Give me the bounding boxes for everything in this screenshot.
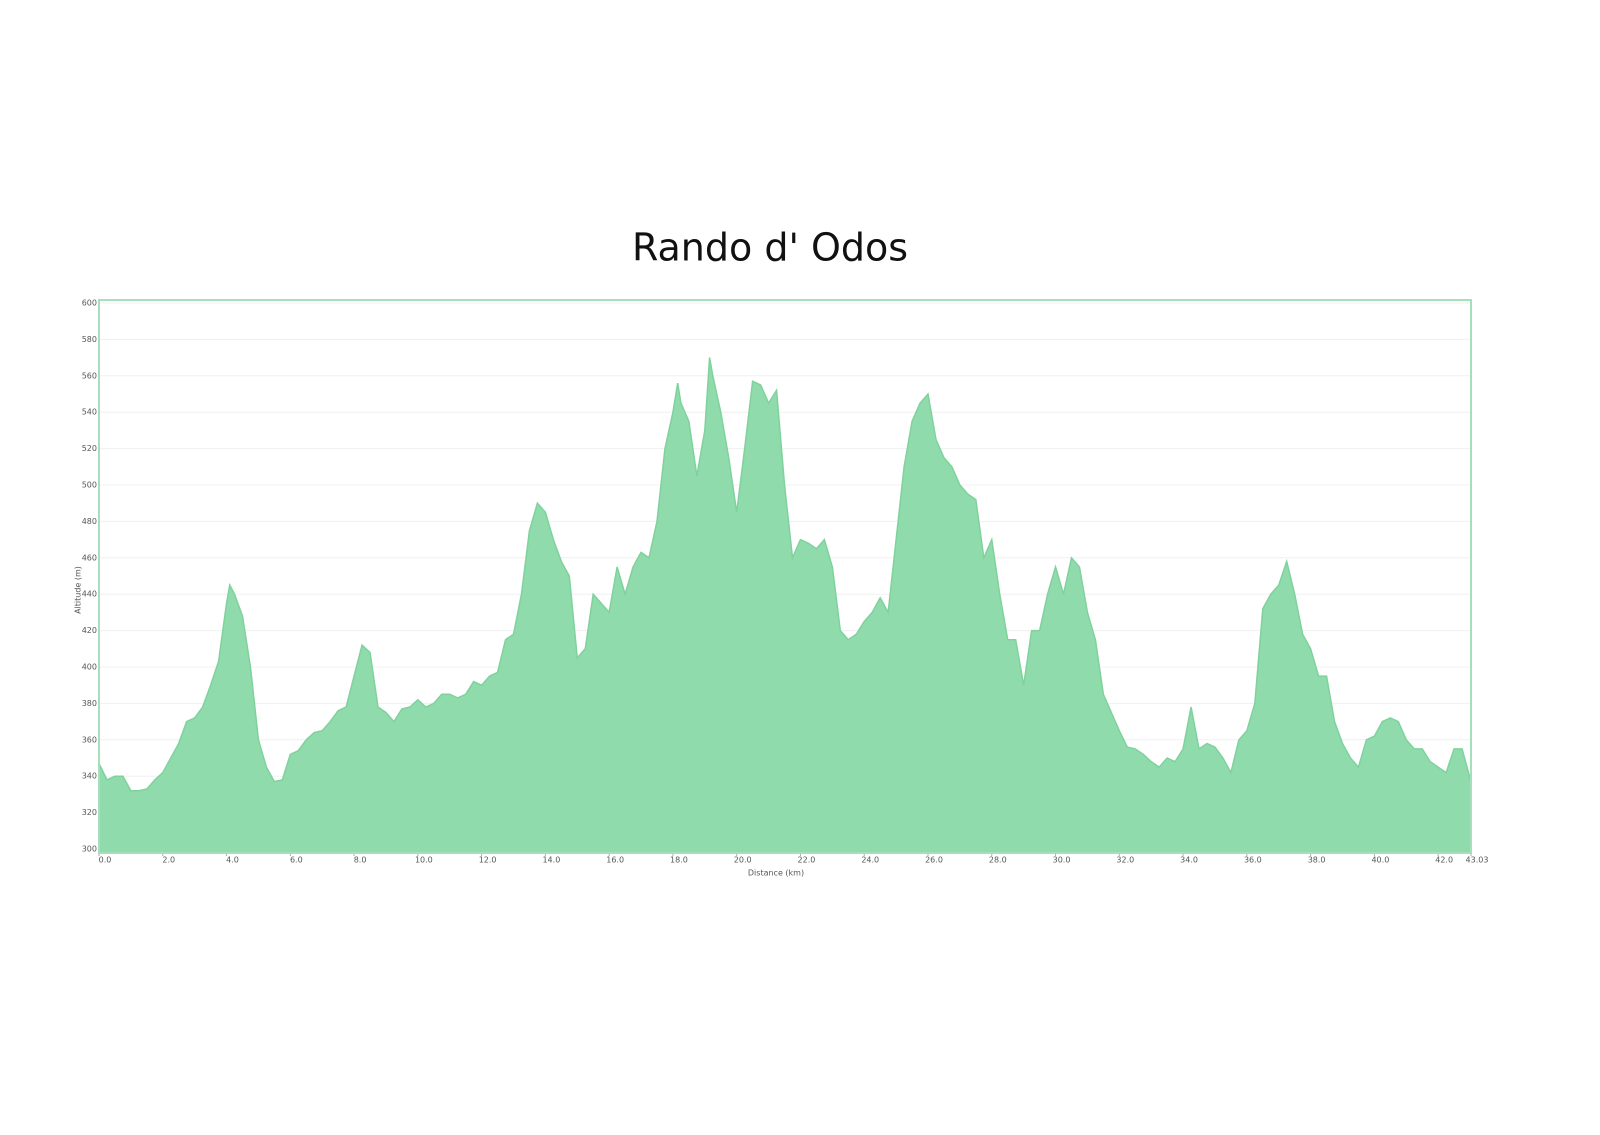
x-tick-label: 2.0 — [162, 856, 175, 865]
y-tick-label: 420 — [82, 626, 97, 635]
y-tick-label: 560 — [82, 371, 97, 380]
x-tick-label: 6.0 — [290, 856, 303, 865]
y-tick-label: 300 — [82, 845, 97, 854]
y-tick-label: 440 — [82, 590, 97, 599]
y-tick-label: 500 — [82, 481, 97, 490]
x-tick-label: 20.0 — [734, 856, 752, 865]
x-tick-label: 32.0 — [1116, 856, 1134, 865]
x-tick-label: 43.03 — [1466, 856, 1489, 865]
x-tick-label: 26.0 — [925, 856, 943, 865]
y-tick-label: 580 — [82, 335, 97, 344]
y-tick-label: 380 — [82, 699, 97, 708]
y-axis-label: Altitude (m) — [74, 566, 83, 614]
y-tick-label: 460 — [82, 553, 97, 562]
x-tick-label: 10.0 — [415, 856, 433, 865]
x-tick-label: 40.0 — [1371, 856, 1389, 865]
plot-border — [98, 299, 1472, 854]
x-tick-label: 18.0 — [670, 856, 688, 865]
x-tick-label: 4.0 — [226, 856, 239, 865]
y-tick-label: 320 — [82, 808, 97, 817]
area — [99, 357, 1471, 853]
x-tick-label: 36.0 — [1244, 856, 1262, 865]
x-tick-label: 0.0 — [99, 856, 112, 865]
x-tick-label: 12.0 — [479, 856, 497, 865]
x-tick-label: 24.0 — [861, 856, 879, 865]
x-tick-label: 38.0 — [1308, 856, 1326, 865]
chart-title: Rando d' Odos — [632, 226, 908, 270]
y-tick-label: 520 — [82, 444, 97, 453]
x-tick-label: 22.0 — [798, 856, 816, 865]
x-tick-label: 16.0 — [606, 856, 624, 865]
x-tick-label: 28.0 — [989, 856, 1007, 865]
x-tick-label: 8.0 — [354, 856, 367, 865]
y-tick-label: 360 — [82, 735, 97, 744]
x-tick-label: 14.0 — [542, 856, 560, 865]
x-tick-label: 34.0 — [1180, 856, 1198, 865]
y-tick-label: 540 — [82, 408, 97, 417]
y-tick-label: 340 — [82, 772, 97, 781]
area-outline — [98, 357, 1472, 792]
x-tick-label: 42.0 — [1435, 856, 1453, 865]
x-axis-label: Distance (km) — [748, 869, 804, 878]
y-tick-label: 600 — [82, 299, 97, 308]
x-tick-label: 30.0 — [1053, 856, 1071, 865]
y-tick-label: 400 — [82, 663, 97, 672]
y-tick-label: 480 — [82, 517, 97, 526]
